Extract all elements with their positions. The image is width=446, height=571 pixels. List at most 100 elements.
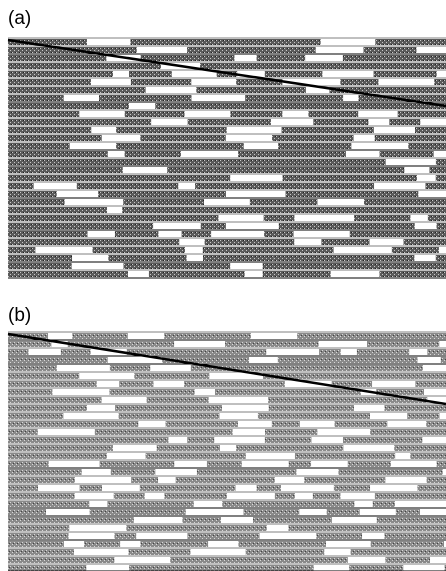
texture-band	[84, 541, 121, 547]
texture-band	[375, 397, 397, 403]
texture-band	[124, 151, 181, 157]
texture-band	[435, 255, 446, 261]
texture-band	[110, 469, 156, 475]
texture-band	[288, 525, 379, 531]
texture-band	[78, 517, 134, 523]
texture-band	[225, 341, 319, 347]
texture-band	[145, 453, 246, 459]
texture-band	[8, 239, 46, 245]
texture-band	[342, 437, 423, 443]
texture-band	[115, 405, 222, 411]
texture-band	[286, 95, 344, 101]
texture-band	[403, 239, 446, 245]
texture-band	[144, 461, 175, 467]
texture-band	[8, 541, 64, 547]
texture-band	[295, 271, 331, 277]
texture-band	[89, 509, 186, 515]
texture-band	[164, 333, 251, 339]
texture-band	[429, 167, 446, 173]
texture-band	[8, 477, 75, 483]
texture-band	[8, 389, 53, 395]
texture-band	[326, 509, 360, 515]
texture-band	[8, 381, 97, 387]
texture-band	[169, 549, 191, 555]
texture-band	[408, 143, 446, 149]
texture-band	[8, 111, 80, 117]
texture-band	[342, 55, 446, 61]
texture-band	[130, 39, 241, 45]
texture-band	[217, 525, 267, 531]
texture-band	[257, 413, 293, 419]
texture-band	[8, 565, 54, 571]
texture-band	[200, 223, 226, 229]
texture-band	[170, 557, 258, 563]
texture-band	[114, 533, 137, 539]
texture-band	[8, 215, 41, 221]
texture-band	[440, 357, 446, 363]
texture-band	[243, 509, 300, 515]
texture-band	[436, 461, 446, 467]
texture-band	[126, 349, 199, 355]
texture-band	[8, 501, 90, 507]
texture-band	[181, 231, 212, 237]
texture-band	[268, 397, 376, 403]
texture-band	[95, 47, 137, 53]
texture-band	[8, 87, 64, 93]
texture-band	[123, 263, 231, 269]
texture-band	[426, 477, 446, 483]
texture-band	[183, 429, 233, 435]
texture-band	[167, 191, 226, 197]
texture-band	[128, 71, 172, 77]
texture-band	[8, 437, 115, 443]
texture-band	[308, 111, 359, 117]
texture-band	[397, 111, 446, 117]
texture-band	[8, 151, 108, 157]
texture-band	[368, 103, 446, 109]
texture-band	[331, 381, 373, 387]
texture-band	[42, 207, 108, 213]
texture-band	[109, 389, 195, 395]
texture-band	[274, 493, 295, 499]
texture-band	[8, 71, 113, 77]
texture-band	[72, 333, 128, 339]
texture-band	[340, 79, 379, 85]
texture-band	[122, 207, 152, 213]
texture-band	[8, 143, 70, 149]
texture-band	[316, 533, 363, 539]
texture-band	[130, 79, 192, 85]
texture-band	[8, 167, 36, 173]
texture-band	[8, 191, 57, 197]
texture-band	[202, 255, 274, 261]
texture-band	[184, 381, 285, 387]
texture-band	[354, 215, 411, 221]
texture-band	[187, 533, 260, 539]
texture-band	[8, 183, 34, 189]
texture-band	[441, 429, 446, 435]
texture-band	[426, 271, 446, 277]
texture-band	[444, 565, 446, 571]
texture-band	[131, 477, 159, 483]
texture-band	[8, 349, 29, 355]
texture-band	[283, 365, 361, 371]
texture-band	[253, 517, 332, 523]
texture-band	[140, 55, 235, 61]
texture-band	[8, 79, 91, 85]
texture-band	[370, 429, 401, 435]
texture-band	[285, 47, 316, 53]
texture-band	[140, 135, 226, 141]
texture-band	[219, 119, 271, 125]
texture-band	[35, 167, 123, 173]
texture-band	[334, 421, 388, 427]
texture-band	[391, 247, 439, 253]
texture-band	[434, 79, 446, 85]
texture-band	[333, 127, 374, 133]
texture-band	[374, 135, 446, 141]
texture-band	[304, 103, 369, 109]
panel-a	[7, 37, 446, 279]
texture-band	[272, 135, 354, 141]
texture-band	[240, 39, 321, 45]
texture-band	[243, 247, 334, 253]
texture-band	[8, 509, 46, 515]
texture-band	[376, 175, 417, 181]
texture-band	[417, 485, 446, 491]
